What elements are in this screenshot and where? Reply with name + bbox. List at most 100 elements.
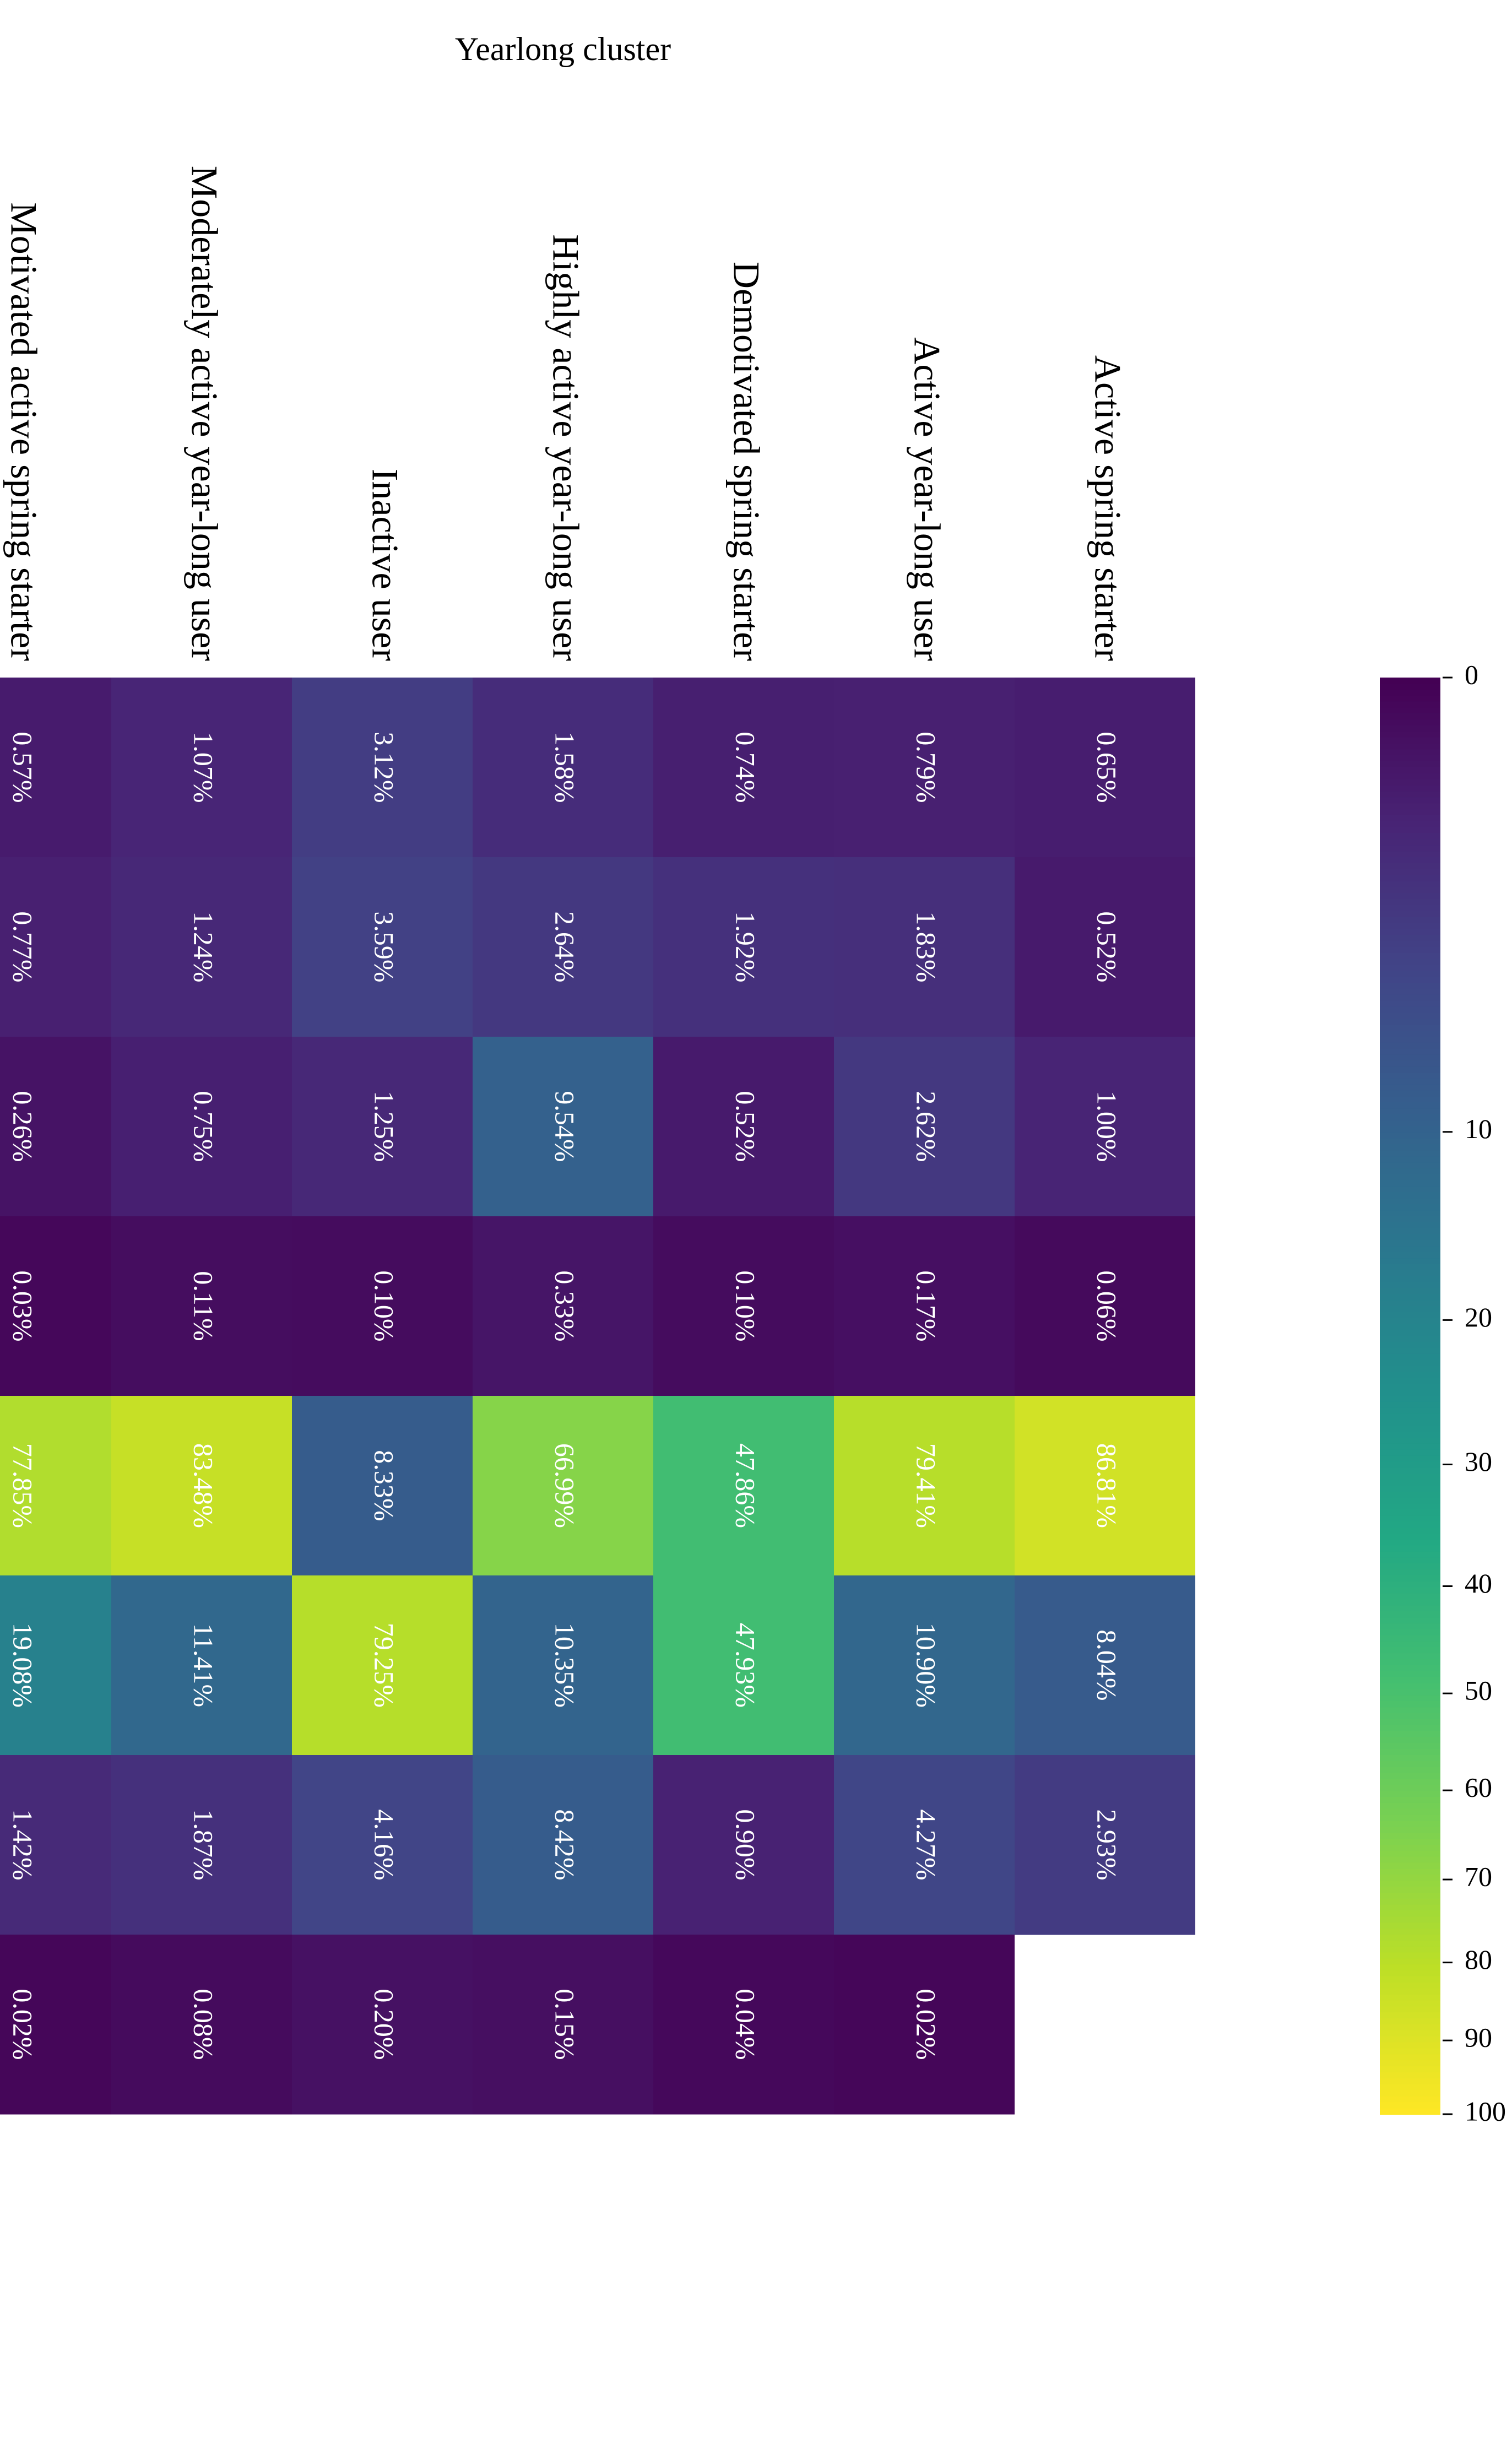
- cell-value-label: 0.06%: [1092, 1270, 1123, 1341]
- cell-value-label: 1.42%: [8, 1809, 39, 1880]
- colorbar-segment: [1380, 929, 1440, 936]
- heatmap-cell: [0, 678, 111, 858]
- y-tick-label: Active year-long user: [906, 337, 948, 661]
- colorbar-segment: [1380, 713, 1440, 721]
- colorbar-tick-label: 50: [1465, 1675, 1492, 1706]
- colorbar-segment: [1380, 1198, 1440, 1205]
- colorbar-segment: [1380, 1288, 1440, 1295]
- colorbar-segment: [1380, 1671, 1440, 1678]
- colorbar-segment: [1380, 952, 1440, 960]
- colorbar-segment: [1380, 1845, 1440, 1851]
- colorbar-segment: [1380, 1887, 1440, 1893]
- colorbar-segment: [1380, 1234, 1440, 1241]
- colorbar-segment: [1380, 1958, 1440, 1965]
- colorbar-segment: [1380, 1976, 1440, 1983]
- heatmap-cell: [472, 857, 653, 1037]
- heatmap-cell: [833, 1037, 1015, 1217]
- cell-value-label: 1.58%: [550, 732, 581, 803]
- colorbar-segment: [1380, 1228, 1440, 1235]
- colorbar-tick-label: 0: [1465, 659, 1478, 690]
- y-tick-label: Moderately active year-long user: [183, 166, 225, 662]
- cell-value-label: 1.00%: [1092, 1091, 1123, 1162]
- cell-value-label: 8.42%: [550, 1809, 581, 1880]
- colorbar-segment: [1380, 2084, 1440, 2091]
- colorbar-segment: [1380, 683, 1440, 690]
- cell-value-label: 1.07%: [188, 732, 219, 803]
- colorbar-segment: [1380, 1593, 1440, 1600]
- colorbar-segment: [1380, 725, 1440, 732]
- colorbar-segment: [1380, 1653, 1440, 1660]
- y-tick-label: Highly active year-long user: [545, 234, 587, 661]
- cell-value-label: 8.33%: [369, 1450, 400, 1521]
- colorbar-segment: [1380, 1545, 1440, 1552]
- cell-value-label: 79.41%: [911, 1443, 942, 1528]
- colorbar-segment: [1380, 1353, 1440, 1361]
- colorbar-segment: [1380, 1689, 1440, 1696]
- colorbar-segment: [1380, 1785, 1440, 1792]
- colorbar-segment: [1380, 2036, 1440, 2043]
- colorbar-segment: [1380, 1150, 1440, 1157]
- cell-value-label: 0.02%: [8, 1989, 39, 2060]
- colorbar-segment: [1380, 911, 1440, 918]
- colorbar-segment: [1380, 1611, 1440, 1618]
- colorbar-segment: [1380, 731, 1440, 738]
- heatmap-cell: [472, 1935, 653, 2115]
- heatmap-cell: [472, 1396, 653, 1576]
- colorbar-segment: [1380, 803, 1440, 810]
- colorbar-segment: [1380, 1396, 1440, 1402]
- colorbar-segment: [1380, 1617, 1440, 1624]
- colorbar-segment: [1380, 1300, 1440, 1307]
- colorbar-segment: [1380, 1108, 1440, 1115]
- colorbar-segment: [1380, 869, 1440, 876]
- colorbar-segment: [1380, 678, 1440, 684]
- colorbar-segment: [1380, 1647, 1440, 1654]
- colorbar-segment: [1380, 1629, 1440, 1636]
- colorbar-segment: [1380, 905, 1440, 912]
- colorbar-segment: [1380, 1174, 1440, 1181]
- colorbar-segment: [1380, 743, 1440, 750]
- colorbar-segment: [1380, 1575, 1440, 1582]
- colorbar-segment: [1380, 1114, 1440, 1122]
- colorbar-segment: [1380, 1455, 1440, 1463]
- heatmap-cell: [653, 1935, 834, 2115]
- heatmap-cell: [653, 1575, 834, 1756]
- colorbar-tick-label: 70: [1465, 1861, 1492, 1892]
- colorbar-segment: [1380, 1677, 1440, 1684]
- cell-value-label: 0.79%: [911, 732, 942, 803]
- heatmap-cell: [1014, 678, 1195, 858]
- colorbar-segment: [1380, 857, 1440, 864]
- colorbar-segment: [1380, 1312, 1440, 1319]
- colorbar-segment: [1380, 1497, 1440, 1504]
- colorbar-segment: [1380, 2054, 1440, 2061]
- colorbar-segment: [1380, 1946, 1440, 1953]
- colorbar-segment: [1380, 1988, 1440, 1995]
- colorbar-segment: [1380, 863, 1440, 870]
- heatmap-cell: [111, 1575, 292, 1756]
- colorbar-segment: [1380, 1401, 1440, 1409]
- cell-value-label: 0.11%: [188, 1271, 219, 1341]
- heatmap-cell: [1014, 1037, 1195, 1217]
- colorbar-segment: [1380, 1360, 1440, 1367]
- colorbar-segment: [1380, 1240, 1440, 1247]
- cell-value-label: 3.59%: [369, 911, 400, 982]
- colorbar-segment: [1380, 779, 1440, 786]
- colorbar-segment: [1380, 2078, 1440, 2085]
- colorbar-segment: [1380, 1515, 1440, 1523]
- heatmap-cell: [111, 1396, 292, 1576]
- cell-value-label: 0.17%: [911, 1270, 942, 1341]
- colorbar-segment: [1380, 875, 1440, 882]
- cell-value-label: 8.04%: [1092, 1629, 1123, 1700]
- colorbar-segment: [1380, 749, 1440, 756]
- colorbar-segment: [1380, 1318, 1440, 1325]
- y-tick-label: Active spring starter: [1087, 355, 1129, 662]
- colorbar-segment: [1380, 1480, 1440, 1486]
- cell-value-label: 3.12%: [369, 732, 400, 803]
- colorbar-segment: [1380, 1156, 1440, 1163]
- heatmap-cell: [1014, 1216, 1195, 1396]
- colorbar-segment: [1380, 1031, 1440, 1037]
- colorbar-tick-label: 100: [1465, 2095, 1506, 2126]
- colorbar-segment: [1380, 1443, 1440, 1450]
- colorbar-segment: [1380, 1862, 1440, 1870]
- colorbar-segment: [1380, 1336, 1440, 1343]
- colorbar-segment: [1380, 1019, 1440, 1026]
